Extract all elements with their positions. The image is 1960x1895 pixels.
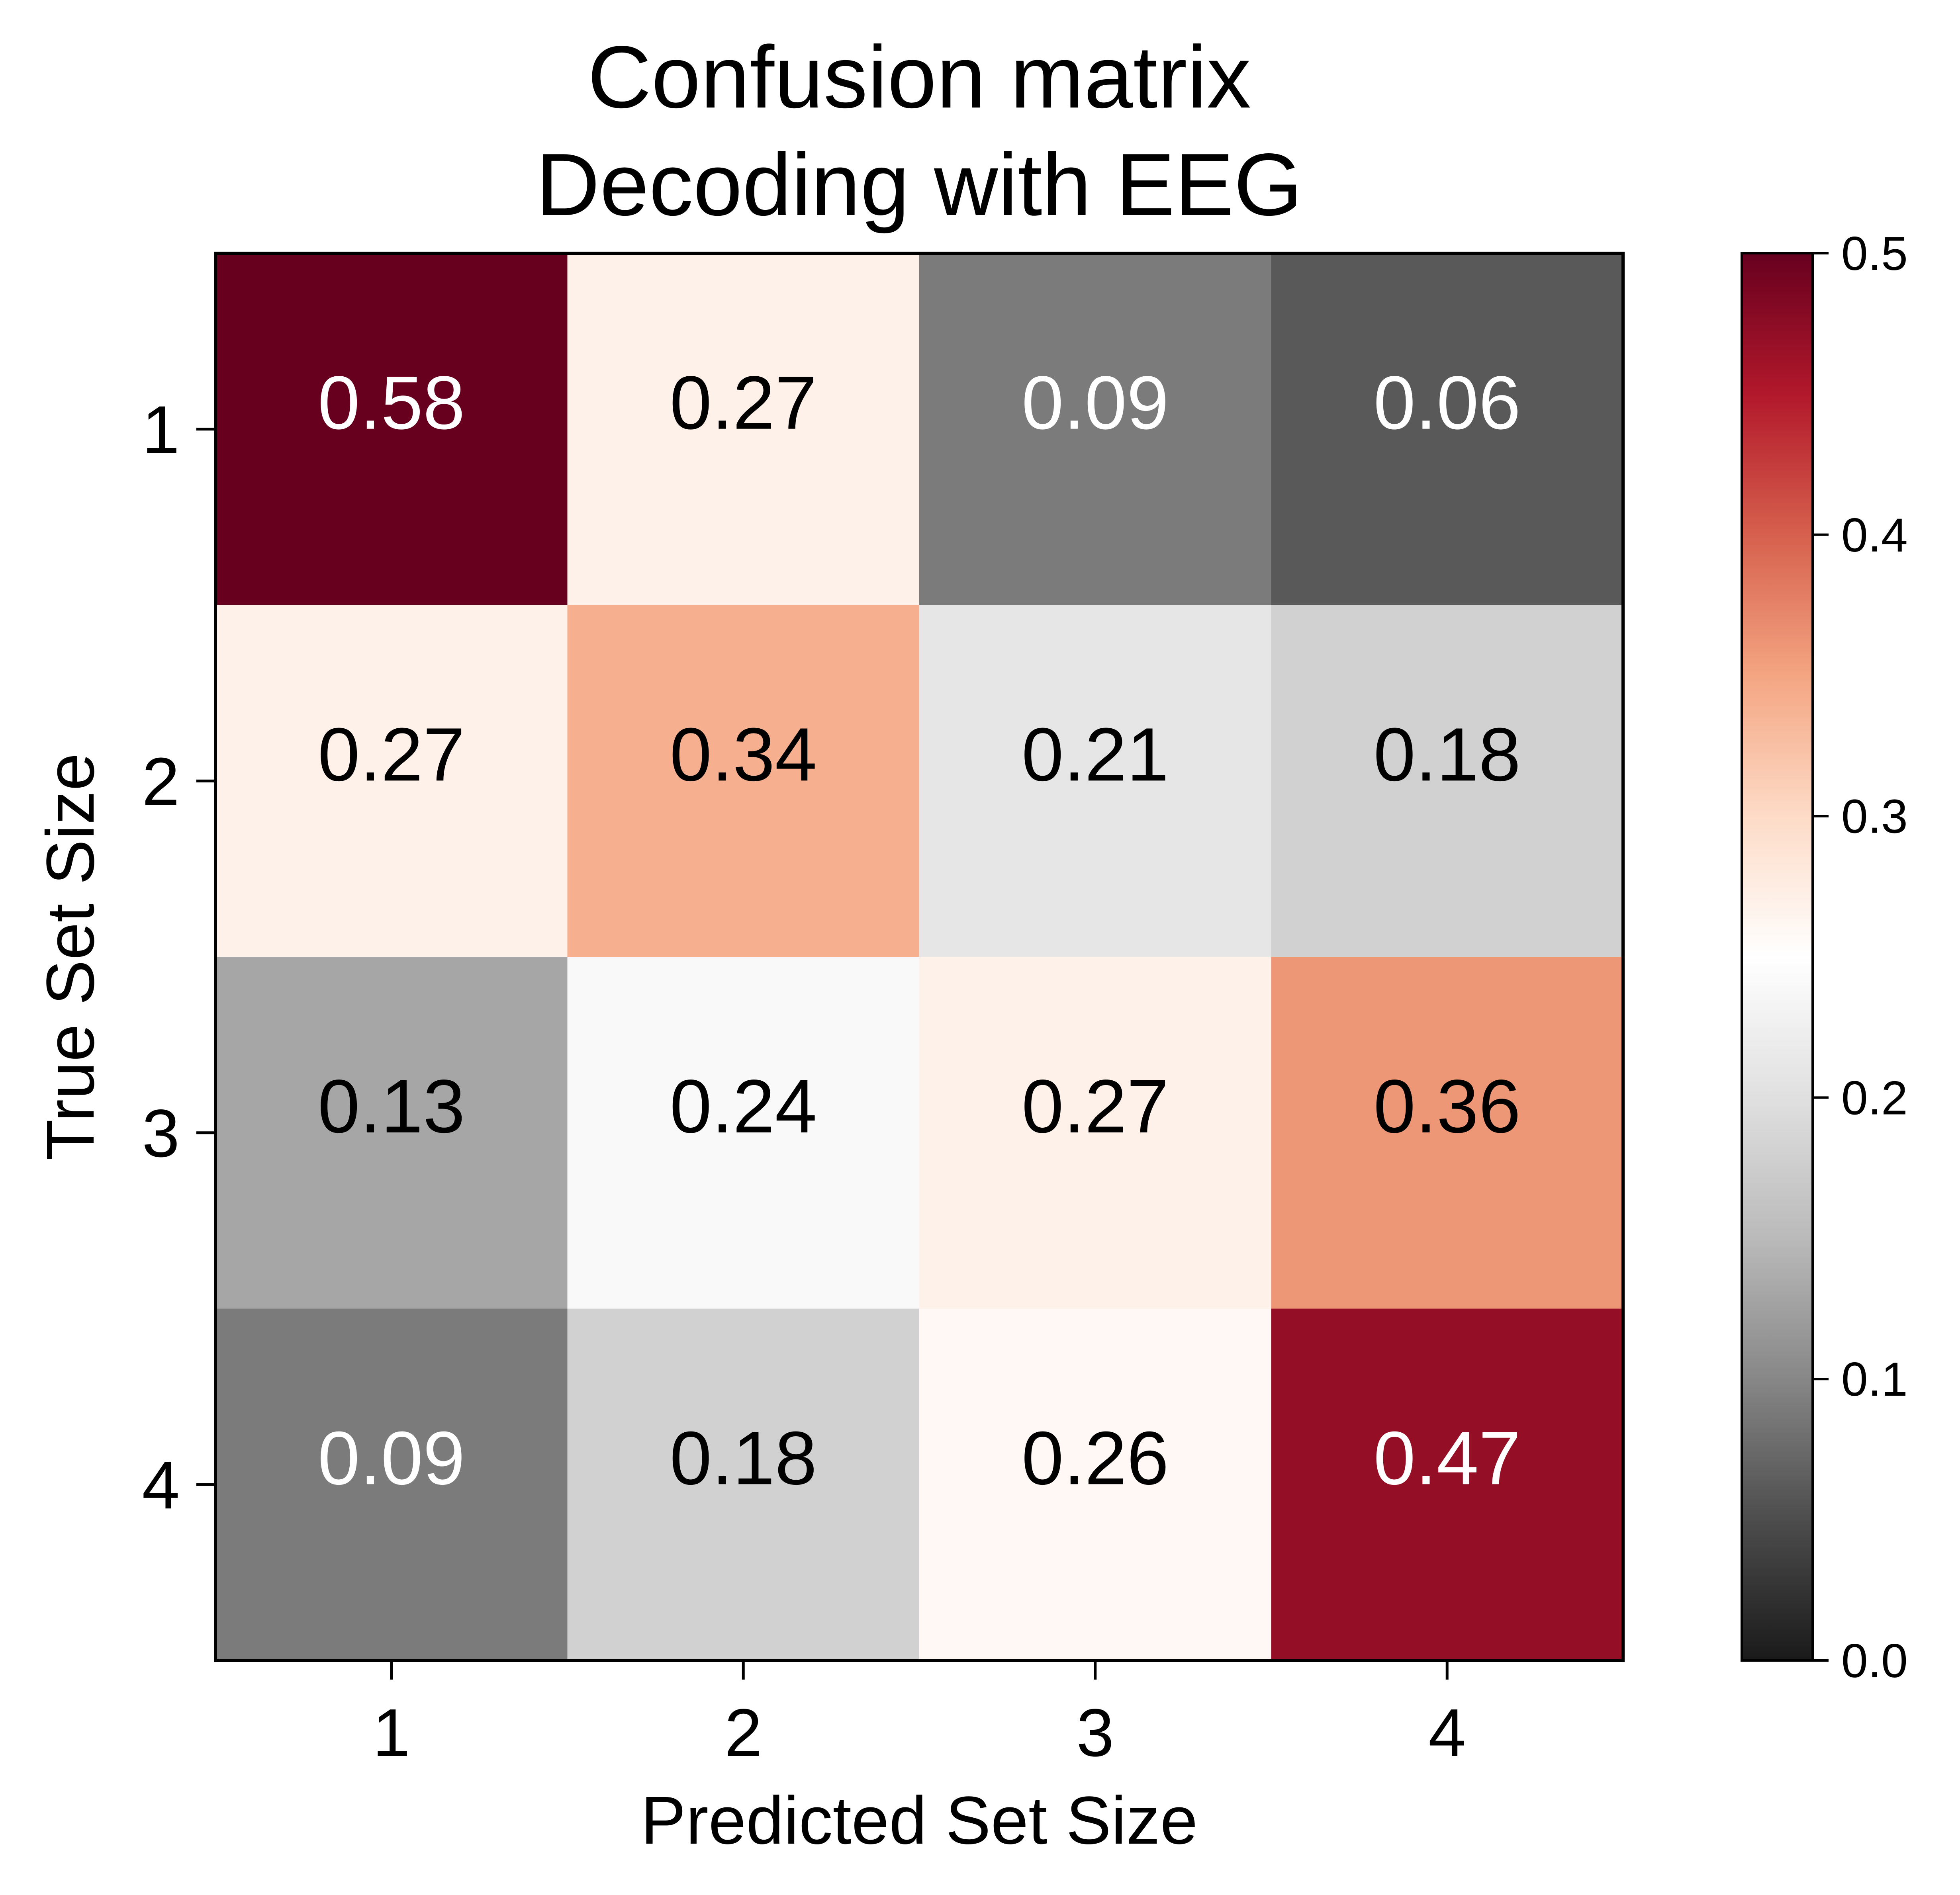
cell-value-label: 0.34	[670, 712, 817, 797]
colorbar-tick-label: 0.3	[1841, 790, 1908, 843]
colorbar-tick-label: 0.4	[1841, 508, 1908, 562]
y-tick-label: 2	[142, 744, 180, 819]
heatmap-cell-r3-c3	[919, 957, 1271, 1309]
chart-title-line-2: Decoding with EEG	[536, 135, 1303, 234]
chart-title-line-1: Confusion matrix	[587, 28, 1251, 127]
cell-value-label: 0.24	[670, 1064, 817, 1149]
colorbar-ticks: 0.0 0.1 0.2 0.3 0.4 0.5	[1813, 227, 1908, 1688]
heatmap-cell-r2-c4	[1271, 605, 1623, 957]
heatmap-cell-r4-c2	[567, 1308, 920, 1661]
cell-value-label: 0.58	[318, 361, 465, 445]
colorbar-tick-label: 0.1	[1841, 1353, 1908, 1406]
cell-value-label: 0.27	[670, 361, 817, 445]
heatmap-cell-r3-c2	[567, 957, 920, 1309]
cell-value-label: 0.26	[1022, 1416, 1169, 1500]
cell-value-label: 0.36	[1373, 1064, 1521, 1149]
cell-value-label: 0.09	[318, 1416, 465, 1500]
heatmap-cell-r3-c1	[215, 957, 568, 1309]
x-tick-label: 4	[1428, 1695, 1466, 1771]
heatmap-cell-r4-c4	[1271, 1308, 1623, 1661]
cell-value-label: 0.47	[1373, 1416, 1521, 1500]
cell-value-label: 0.09	[1022, 361, 1169, 445]
colorbar-frame	[1741, 252, 1814, 1662]
cell-value-label: 0.27	[1022, 1064, 1169, 1149]
heatmap-cell-r4-c3	[919, 1308, 1271, 1661]
colorbar-tick-label: 0.5	[1841, 227, 1908, 280]
heatmap-cell-r3-c4	[1271, 957, 1623, 1309]
heatmap-cell-r2-c1	[215, 605, 568, 957]
cell-value-label: 0.18	[670, 1416, 817, 1500]
heatmap-cell-r1-c2	[567, 253, 920, 605]
heatmap-cell-r1-c3	[919, 253, 1271, 605]
cell-value-label: 0.27	[318, 712, 465, 797]
y-tick-label: 3	[142, 1096, 180, 1171]
cell-value-label: 0.21	[1022, 712, 1169, 797]
colorbar-tick-label: 0.0	[1841, 1634, 1908, 1688]
x-tick-label: 2	[724, 1695, 762, 1771]
heatmap-cells	[215, 253, 1623, 1661]
x-tick-label: 1	[372, 1695, 410, 1771]
cell-value-label: 0.06	[1373, 361, 1521, 445]
heatmap-cell-labels: 0.58 0.27 0.09 0.06 0.27 0.34 0.21 0.18 0.13 0.24…	[318, 361, 1521, 1501]
x-axis-label: Predicted Set Size	[641, 1783, 1198, 1858]
heatmap-cell-r4-c1	[215, 1308, 568, 1661]
heatmap-cell-r1-c1	[215, 253, 568, 605]
cell-value-label: 0.13	[318, 1064, 465, 1149]
colorbar	[1742, 253, 1813, 1660]
heatmap-cell-r2-c2	[567, 605, 920, 957]
y-tick-label: 4	[142, 1447, 180, 1523]
heatmap-cell-r1-c4	[1271, 253, 1623, 605]
x-tick-label: 3	[1076, 1695, 1114, 1771]
y-tick-label: 1	[142, 392, 180, 468]
heatmap-cell-r2-c3	[919, 605, 1271, 957]
x-axis-ticks: 1 2 3 4	[372, 1660, 1466, 1771]
y-axis-label: True Set Size	[33, 753, 108, 1161]
colorbar-tick-label: 0.2	[1841, 1071, 1908, 1124]
y-axis-ticks: 1 2 3 4	[142, 392, 215, 1523]
cell-value-label: 0.18	[1373, 712, 1521, 797]
plot-frame	[214, 252, 1625, 1662]
